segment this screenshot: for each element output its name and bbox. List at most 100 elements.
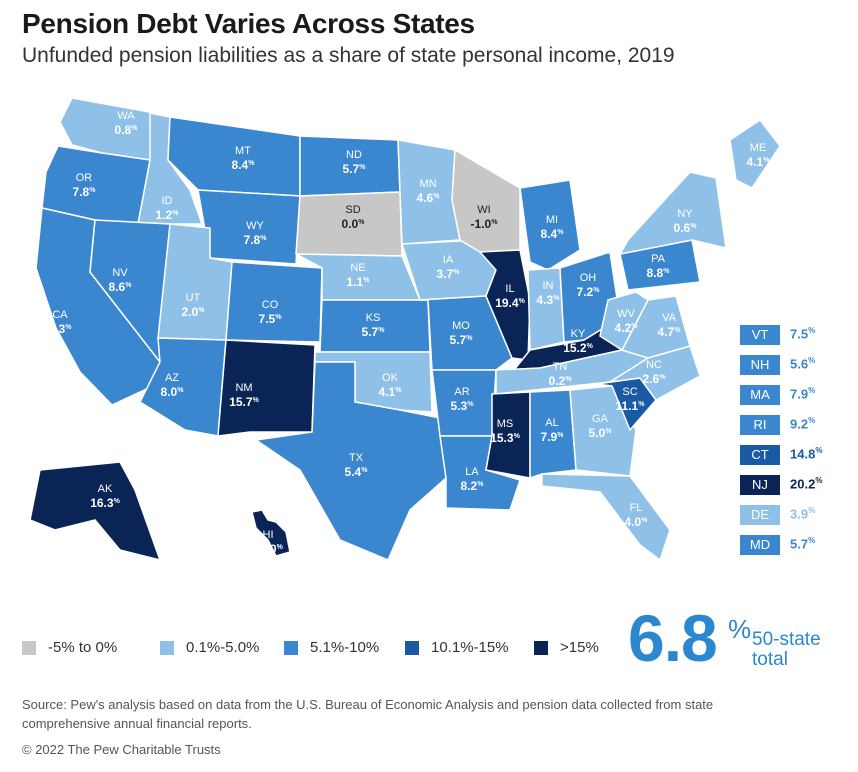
state-label-oh: OH [580, 272, 597, 284]
legend-label: 10.1%-15% [431, 639, 509, 656]
state-label-ny: NY [677, 208, 693, 220]
legend-label: 0.1%-5.0% [186, 639, 260, 656]
copyright: © 2022 The Pew Charitable Trusts [22, 742, 221, 757]
state-value-hi: 18.0% [253, 542, 283, 556]
state-tx [253, 361, 447, 561]
side-value-md: 5.7% [790, 536, 816, 552]
legend-swatch [405, 641, 419, 655]
state-wv [599, 291, 649, 352]
side-state-nh: NH [740, 355, 780, 375]
total-label: 50-state total [752, 630, 821, 670]
state-label-mt: MT [235, 145, 251, 157]
side-state-ri: RI [740, 415, 780, 435]
state-value-ms: 15.3% [490, 431, 520, 445]
state-label-ga: GA [592, 413, 609, 425]
state-label-ky: KY [571, 328, 586, 340]
state-label-co: CO [262, 299, 279, 311]
total-value: 6.8 [628, 601, 718, 675]
state-label-ok: OK [382, 372, 399, 384]
chart-title: Pension Debt Varies Across States [22, 8, 475, 39]
state-label-pa: PA [651, 253, 666, 265]
state-label-ca: CA [52, 309, 68, 321]
state-label-ne: NE [350, 262, 365, 274]
us-map: WA0.8%OR7.8%CA7.3%ID1.2%NV8.6%MT8.4%WY7.… [29, 97, 781, 562]
state-label-wv: WV [617, 308, 635, 320]
side-value-vt: 7.5% [790, 326, 816, 342]
state-label-al: AL [545, 417, 558, 429]
state-label-ks: KS [366, 312, 381, 324]
state-label-ar: AR [454, 386, 469, 398]
total-unit: % [728, 614, 752, 644]
state-label-in: IN [543, 280, 554, 292]
state-label-tx: TX [349, 452, 364, 464]
state-mi [519, 179, 581, 271]
state-value-il: 19.4% [495, 296, 525, 310]
chart-subtitle: Unfunded pension liabilities as a share … [22, 44, 675, 67]
state-label-nv: NV [112, 267, 128, 279]
side-value-nh: 5.6% [790, 356, 816, 372]
legend-label: -5% to 0% [48, 639, 118, 656]
side-state-nj: NJ [740, 475, 780, 495]
state-ga [569, 385, 637, 477]
state-value-sc: 11.1% [616, 399, 646, 413]
state-value-ky: 15.2% [563, 341, 593, 355]
legend-swatch [160, 641, 174, 655]
total-label-line2: total [752, 649, 788, 670]
state-label-ak: AK [98, 483, 113, 495]
state-label-or: OR [76, 172, 93, 184]
state-label-mo: MO [452, 320, 470, 332]
state-label-wi: WI [477, 204, 490, 216]
state-hi [251, 509, 291, 557]
state-al [529, 389, 577, 480]
state-label-id: ID [162, 195, 173, 207]
side-value-nj: 20.2% [790, 476, 823, 492]
state-ms [485, 391, 531, 479]
state-value-nm: 15.7% [229, 395, 259, 409]
state-il [478, 249, 531, 361]
state-label-il: IL [505, 283, 514, 295]
state-nm [217, 339, 316, 437]
state-label-ut: UT [186, 292, 201, 304]
side-state-md: MD [740, 535, 780, 555]
state-wi [451, 148, 521, 253]
legend-swatch [534, 641, 548, 655]
legend-label: >15% [560, 639, 599, 656]
state-value-ak: 16.3% [90, 496, 120, 510]
side-state-ct: CT [740, 445, 780, 465]
state-label-fl: FL [630, 502, 643, 514]
state-label-nm: NM [235, 382, 252, 394]
state-mt [167, 116, 301, 197]
state-label-va: VA [662, 312, 677, 324]
side-value-ct: 14.8% [790, 446, 823, 462]
source-line-1: Source: Pew's analysis based on data fro… [22, 697, 714, 712]
state-label-wy: WY [246, 220, 264, 232]
state-ak [29, 461, 162, 562]
state-label-me: ME [750, 142, 767, 154]
legend-swatch [284, 641, 298, 655]
legend-label: 5.1%-10% [310, 639, 380, 656]
state-label-az: AZ [165, 372, 179, 384]
side-value-ri: 9.2% [790, 416, 816, 432]
state-label-mi: MI [546, 214, 558, 226]
state-label-tn: TN [553, 361, 568, 373]
state-label-ms: MS [497, 418, 514, 430]
side-state-de: DE [740, 505, 780, 525]
state-label-sc: SC [622, 386, 637, 398]
state-me [729, 118, 781, 189]
state-label-nc: NC [646, 359, 662, 371]
state-label-wa: WA [117, 110, 135, 122]
side-value-ma: 7.9% [790, 386, 816, 402]
state-label-mn: MN [419, 178, 436, 190]
state-ny [618, 171, 727, 256]
state-label-hi: HI [263, 529, 274, 541]
state-label-la: LA [465, 466, 479, 478]
state-fl [541, 473, 671, 562]
state-label-ia: IA [443, 254, 454, 266]
total-label-line1: 50-state [752, 629, 821, 650]
side-value-de: 3.9% [790, 506, 816, 522]
state-label-sd: SD [345, 204, 360, 216]
source-line-2: comprehensive annual financial reports. [22, 716, 252, 731]
side-state-ma: MA [740, 385, 780, 405]
source-note: Source: Pew's analysis based on data fro… [22, 695, 822, 733]
legend-swatch [22, 641, 36, 655]
